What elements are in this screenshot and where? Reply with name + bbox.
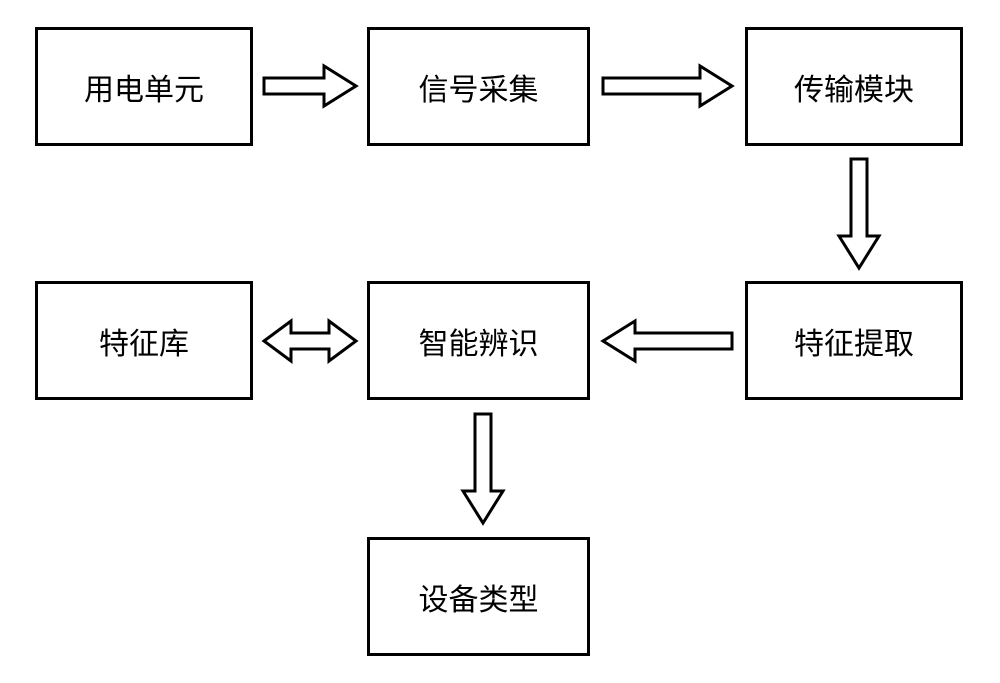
node-power-unit: 用电单元 <box>35 27 253 146</box>
node-label: 智能辨识 <box>419 319 539 363</box>
node-smart-recognition: 智能辨识 <box>367 281 590 400</box>
arrow-right-icon <box>261 63 359 109</box>
node-label: 特征提取 <box>794 319 914 363</box>
arrow-bidirectional-icon <box>261 318 359 364</box>
arrow-right-icon <box>600 63 735 109</box>
node-feature-extraction: 特征提取 <box>745 281 963 400</box>
node-transmission-module: 传输模块 <box>745 27 963 146</box>
node-signal-collection: 信号采集 <box>367 27 590 146</box>
node-label: 设备类型 <box>419 575 539 619</box>
node-label: 特征库 <box>99 319 189 363</box>
arrow-down-icon <box>836 156 882 271</box>
arrow-left-icon <box>600 318 735 364</box>
arrow-down-icon <box>460 411 506 526</box>
node-label: 传输模块 <box>794 65 914 109</box>
node-device-type: 设备类型 <box>367 537 590 656</box>
node-feature-library: 特征库 <box>35 281 253 400</box>
node-label: 信号采集 <box>419 65 539 109</box>
node-label: 用电单元 <box>84 65 204 109</box>
